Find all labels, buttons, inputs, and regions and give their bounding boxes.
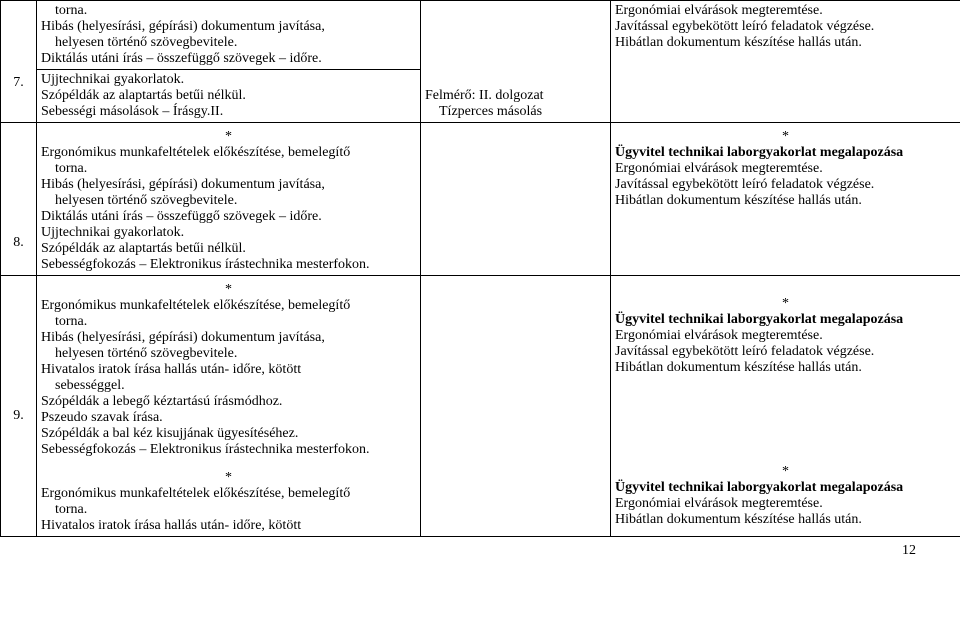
text-line: Ergonómiai elvárások megteremtése. <box>615 3 956 19</box>
row-number: 8. <box>1 123 37 276</box>
col-outcomes: *Ügyvitel technikai laborgyakorlat megal… <box>611 276 960 537</box>
text-line: Szópéldák az alaptartás betűi nélkül. <box>41 241 416 257</box>
col-topics: *Ergonómikus munkafeltételek előkészítés… <box>37 123 421 276</box>
asterisk: * <box>41 470 416 486</box>
text-line: torna. <box>41 314 416 330</box>
text-line: Hibás (helyesírási, gépírási) dokumentum… <box>41 330 416 346</box>
text-line: Diktálás utáni írás – összefüggő szövege… <box>41 51 416 67</box>
page-number: 12 <box>0 537 960 559</box>
text-line: Ergonómiai elvárások megteremtése. <box>615 496 956 512</box>
text-line: torna. <box>41 3 416 19</box>
text-line: Tízperces másolás <box>425 104 606 120</box>
text-line: Ergonómikus munkafeltételek előkészítése… <box>41 486 416 502</box>
text-line: Hivatalos iratok írása hallás után- időr… <box>41 518 416 534</box>
text-line: Szópéldák a bal kéz kisujjának ügyesítés… <box>41 426 416 442</box>
text-line: helyesen történő szövegbevitele. <box>41 193 416 209</box>
asterisk: * <box>615 464 956 480</box>
asterisk: * <box>41 282 416 298</box>
col-topics: torna.Hibás (helyesírási, gépírási) doku… <box>37 1 421 70</box>
text-line: Ujjtechnikai gyakorlatok. <box>41 72 416 88</box>
text-line: Hibátlan dokumentum készítése hallás utá… <box>615 193 956 209</box>
text-line: Diktálás utáni írás – összefüggő szövege… <box>41 209 416 225</box>
col-outcomes: Ergonómiai elvárások megteremtése.Javítá… <box>611 1 960 123</box>
col-assessment <box>421 123 611 276</box>
row-number-text: 9. <box>5 408 32 424</box>
col-assessment <box>421 276 611 537</box>
text-line: Ügyvitel technikai laborgyakorlat megala… <box>615 145 956 161</box>
text-line: Szópéldák az alaptartás betűi nélkül. <box>41 88 416 104</box>
asterisk: * <box>615 296 956 312</box>
text-line: torna. <box>41 502 416 518</box>
text-line: Hivatalos iratok írása hallás után- időr… <box>41 362 416 378</box>
row-number-text: 7. <box>5 75 32 91</box>
asterisk: * <box>41 129 416 145</box>
text-line: Szópéldák a lebegő kéztartású írásmódhoz… <box>41 394 416 410</box>
curriculum-table: 7.torna.Hibás (helyesírási, gépírási) do… <box>0 0 960 537</box>
col-topics: Ujjtechnikai gyakorlatok.Szópéldák az al… <box>37 70 421 123</box>
row-number-text: 8. <box>5 235 32 251</box>
text-line: Hibátlan dokumentum készítése hallás utá… <box>615 360 956 376</box>
text-line: Sebességi másolások – Írásgy.II. <box>41 104 416 120</box>
text-line: Javítással egybekötött leíró feladatok v… <box>615 344 956 360</box>
row-number: 9. <box>1 276 37 537</box>
text-line: Sebességfokozás – Elektronikus írástechn… <box>41 257 416 273</box>
text-line: Javítással egybekötött leíró feladatok v… <box>615 177 956 193</box>
text-line: Pszeudo szavak írása. <box>41 410 416 426</box>
asterisk: * <box>615 129 956 145</box>
text-line: Hibátlan dokumentum készítése hallás utá… <box>615 35 956 51</box>
text-line: Ergonómikus munkafeltételek előkészítése… <box>41 298 416 314</box>
text-line: Sebességfokozás – Elektronikus írástechn… <box>41 442 416 458</box>
text-line: Hibátlan dokumentum készítése hallás utá… <box>615 512 956 528</box>
text-line: Javítással egybekötött leíró feladatok v… <box>615 19 956 35</box>
row-number: 7. <box>1 1 37 123</box>
text-line: Felmérő: II. dolgozat <box>425 88 606 104</box>
text-line: torna. <box>41 161 416 177</box>
text-line: Hibás (helyesírási, gépírási) dokumentum… <box>41 177 416 193</box>
text-line: Hibás (helyesírási, gépírási) dokumentum… <box>41 19 416 35</box>
text-line: Ergonómikus munkafeltételek előkészítése… <box>41 145 416 161</box>
col-outcomes: *Ügyvitel technikai laborgyakorlat megal… <box>611 123 960 276</box>
text-line: Ergonómiai elvárások megteremtése. <box>615 161 956 177</box>
text-line: Ügyvitel technikai laborgyakorlat megala… <box>615 312 956 328</box>
text-line: helyesen történő szövegbevitele. <box>41 346 416 362</box>
text-line: Ügyvitel technikai laborgyakorlat megala… <box>615 480 956 496</box>
col-assessment: Felmérő: II. dolgozatTízperces másolás <box>421 1 611 123</box>
text-line: Ergonómiai elvárások megteremtése. <box>615 328 956 344</box>
text-line: sebességgel. <box>41 378 416 394</box>
col-topics: *Ergonómikus munkafeltételek előkészítés… <box>37 276 421 537</box>
text-line: Ujjtechnikai gyakorlatok. <box>41 225 416 241</box>
text-line: helyesen történő szövegbevitele. <box>41 35 416 51</box>
